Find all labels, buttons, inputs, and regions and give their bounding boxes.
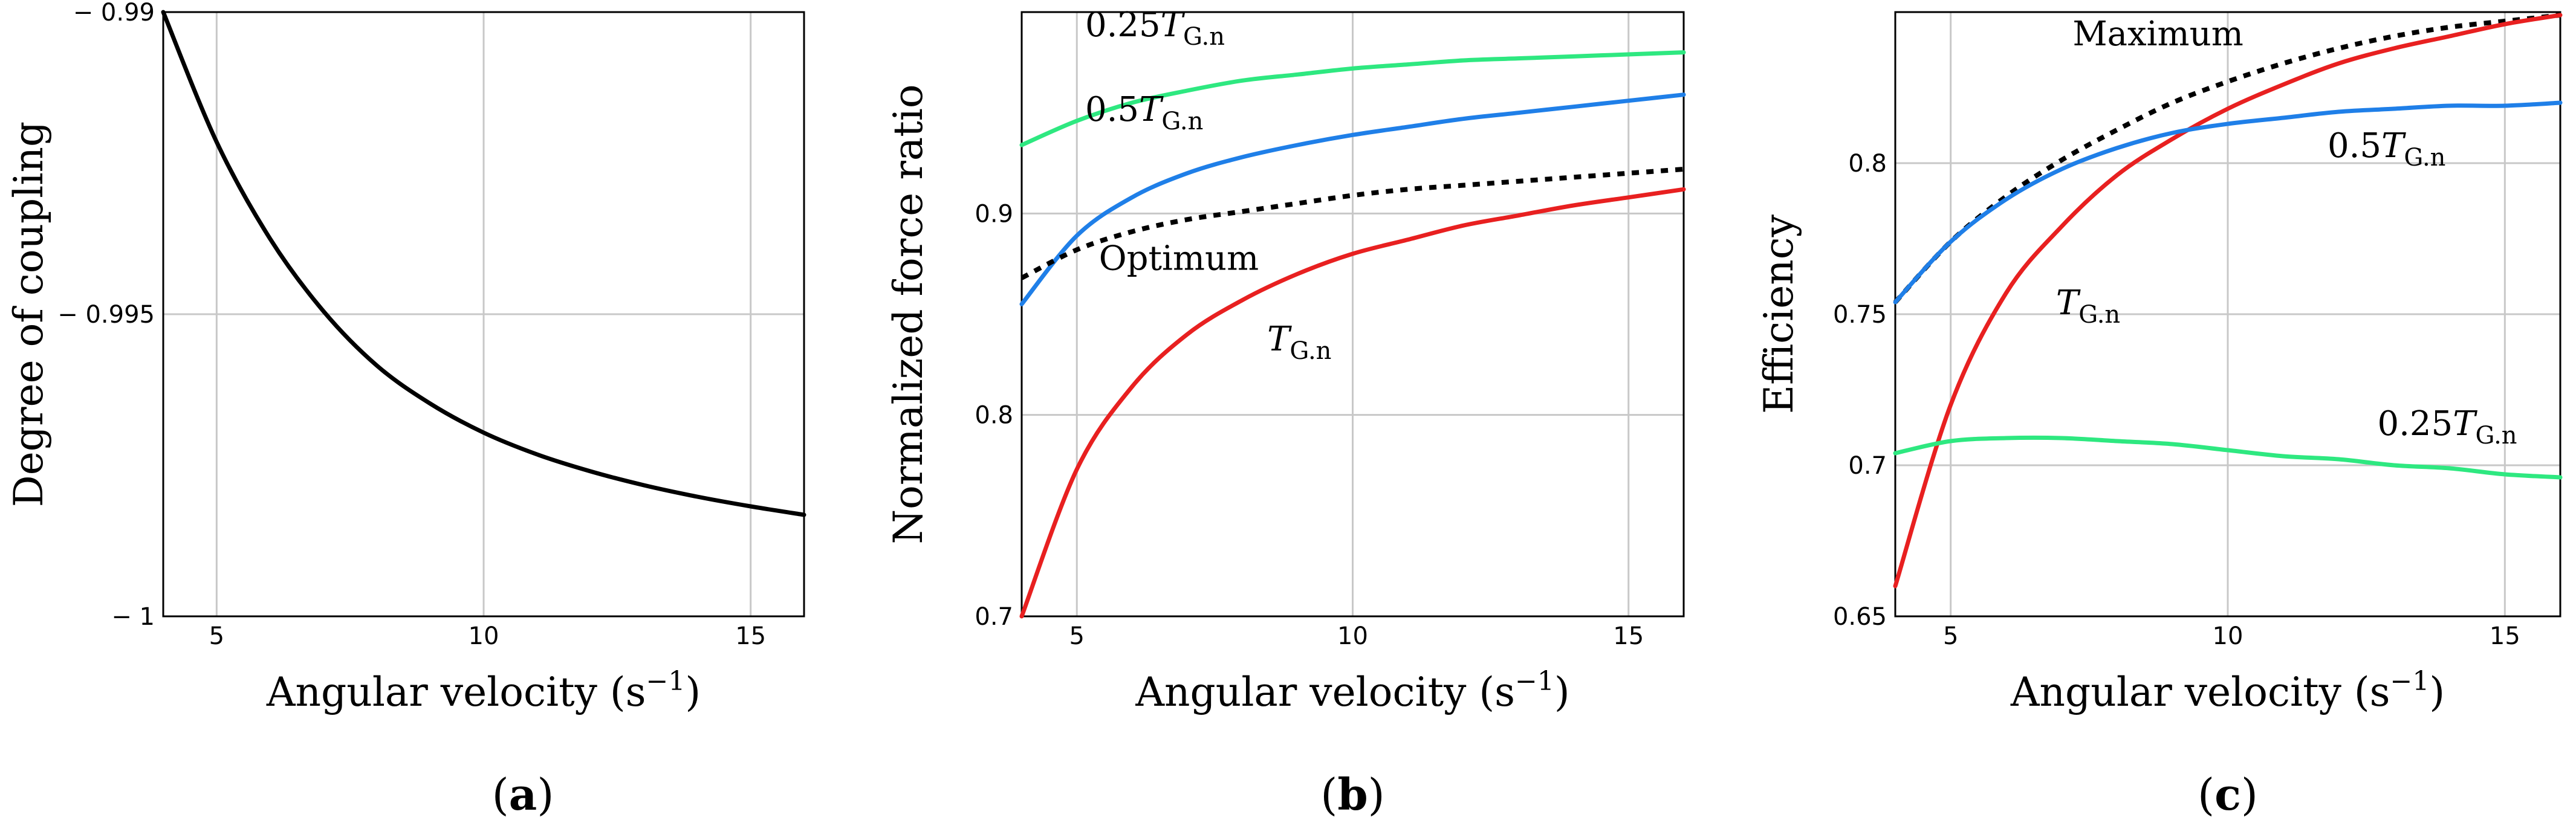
curve-label: TG.n: [1267, 320, 1331, 365]
series-line-0-5t-g-n: [1019, 92, 1686, 306]
y-tick-label: − 0.995: [57, 301, 155, 329]
y-tick-label: 0.75: [1833, 301, 1887, 329]
series-line-0-5t-g-n: [1893, 100, 2563, 305]
x-axis-label: Angular velocity (s−1): [2010, 666, 2445, 715]
y-axis-label: Efficiency: [1756, 214, 1802, 414]
panel-caption: (a): [492, 769, 554, 820]
plot-frame: [1894, 11, 2561, 618]
y-tick-label: 0.7: [1848, 452, 1887, 480]
y-tick-label: 0.9: [975, 200, 1013, 228]
y-tick-label: 0.8: [1848, 150, 1887, 178]
curve-label: 0.5TG.n: [1085, 90, 1203, 135]
y-tick-label: − 1: [111, 603, 155, 631]
x-tick-label: 5: [209, 622, 224, 650]
curve-label: 0.25TG.n: [2378, 404, 2517, 450]
panel-caption: (c): [2198, 769, 2258, 820]
plot-frame: [162, 11, 805, 618]
x-tick-label: 10: [1337, 622, 1368, 650]
x-tick-label: 15: [2490, 622, 2520, 650]
y-axis-label: Normalized force ratio: [885, 84, 932, 544]
curve-label: Optimum: [1099, 239, 1259, 279]
series-line-degree-of-coupling: [161, 10, 806, 517]
panel-b: 5 10 15 0.7 0.8 0.9 0.25TG.n 0.5TG.n Optimum TG.n…: [885, 5, 1686, 820]
panel-c: 5 10 15 0.65 0.7 0.75 0.8 Maximum 0.5TG.n TG.n 0.2…: [1756, 11, 2563, 820]
y-tick-label: 0.65: [1833, 603, 1887, 631]
curve-label: 0.5TG.n: [2328, 126, 2445, 172]
x-tick-label: 5: [1943, 622, 1958, 650]
x-tick-label: 5: [1069, 622, 1085, 650]
x-axis-label: Angular velocity (s−1): [266, 666, 701, 715]
y-axis-label: Degree of coupling: [5, 121, 52, 507]
x-tick-label: 10: [469, 622, 499, 650]
x-tick-label: 10: [2213, 622, 2243, 650]
y-tick-label: 0.7: [975, 603, 1013, 631]
series-line-t-g-n: [1019, 187, 1686, 619]
series-line-0-25t-g-n: [1019, 50, 1686, 147]
panel-a: 5 10 15 − 1 − 0.995 − 0.99 Angular velocity (s…: [5, 0, 806, 820]
x-tick-label: 15: [735, 622, 766, 650]
x-tick-label: 15: [1613, 622, 1644, 650]
curve-label: Maximum: [2072, 15, 2243, 54]
y-tick-label: − 0.99: [73, 0, 155, 27]
y-tick-label: 0.8: [975, 402, 1013, 430]
x-axis-label: Angular velocity (s−1): [1135, 666, 1569, 715]
curve-label: TG.n: [2056, 283, 2120, 329]
panel-caption: (b): [1320, 769, 1385, 820]
plot-frame: [1020, 11, 1685, 618]
curve-label: 0.25TG.n: [1085, 5, 1225, 51]
series-line-maximum: [1893, 13, 2561, 304]
series-line-0-25t-g-n: [1893, 435, 2563, 480]
series-line-optimum: [1020, 167, 1684, 280]
